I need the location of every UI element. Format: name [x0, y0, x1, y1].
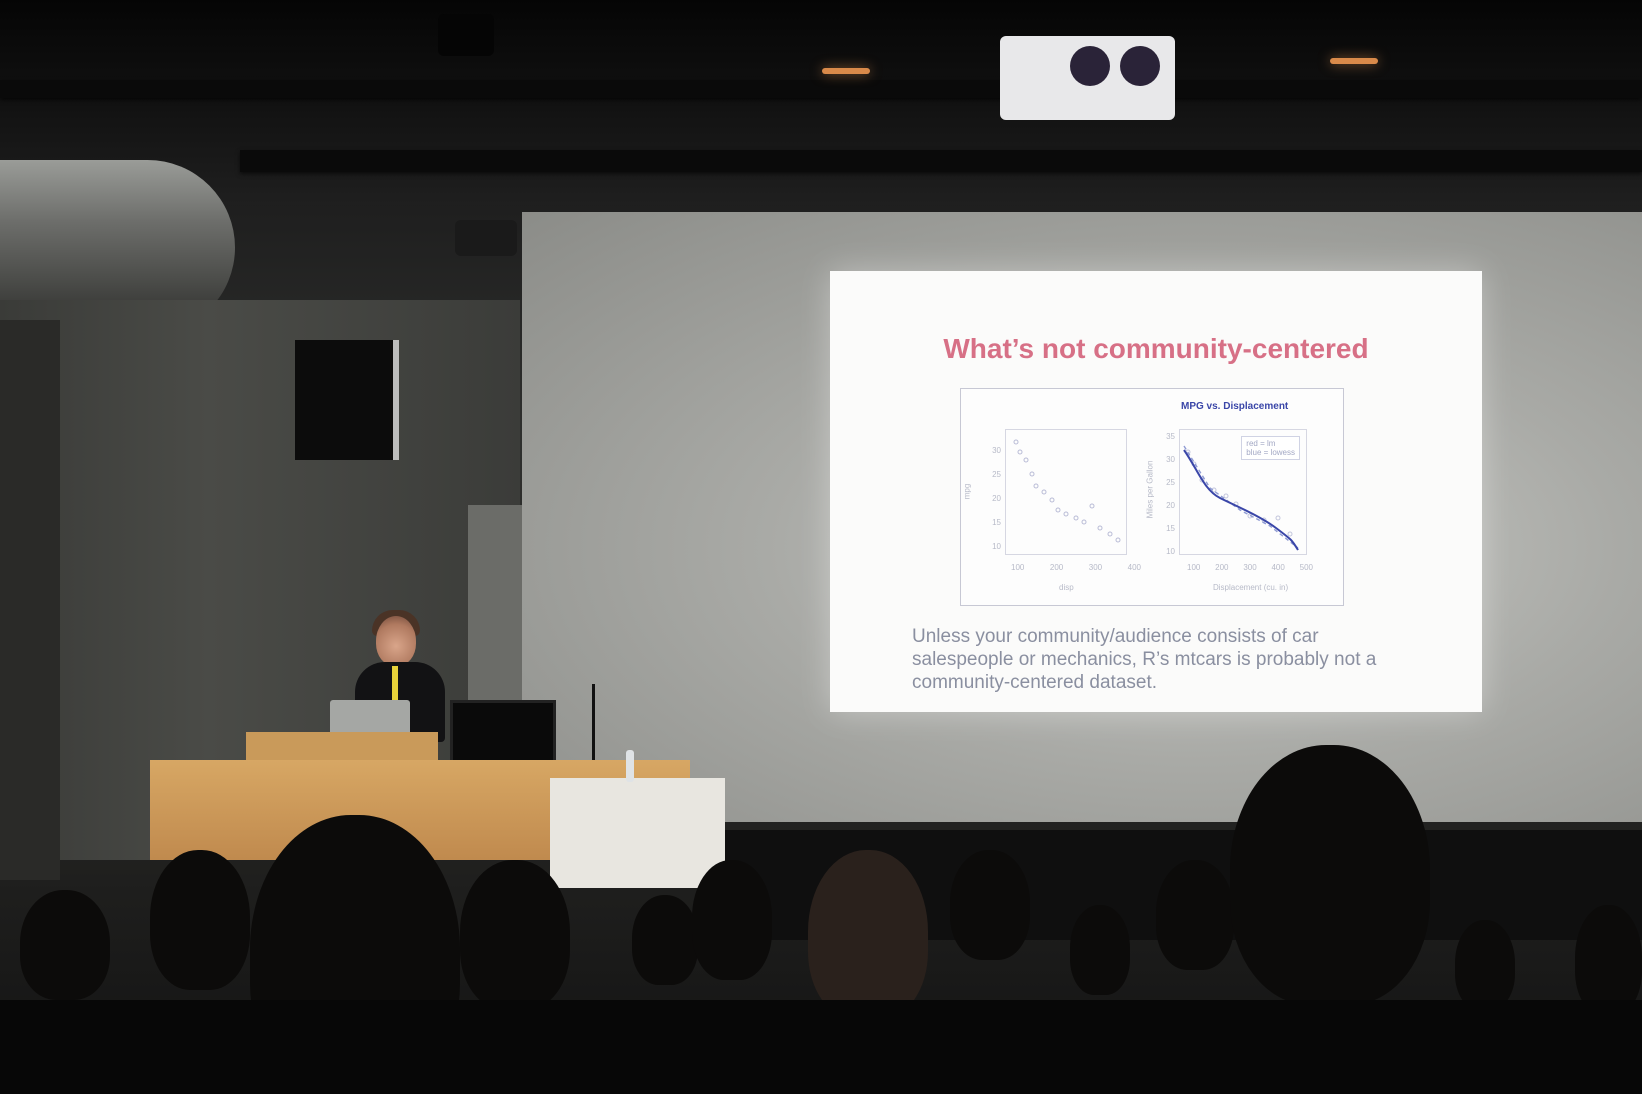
audience-head: [1230, 745, 1430, 1005]
tick-label: 400: [1271, 563, 1285, 572]
presentation-slide: What’s not community-centered MPG vs. Di…: [830, 271, 1482, 712]
chart-legend: red = lm blue = lowess: [1241, 436, 1300, 460]
foreground-audience: [0, 1000, 1642, 1094]
audience-head: [20, 890, 110, 1000]
tick-label: 200: [1215, 563, 1229, 572]
tick-label: 15: [992, 518, 1001, 527]
projector-lens: [1070, 46, 1110, 86]
right-yaxis-ticks: 35 30 25 20 15 10: [1157, 425, 1175, 563]
right-xaxis-ticks: 100 200 300 400 500: [1187, 563, 1313, 572]
left-xaxis-ticks: 100 200 300 400: [1011, 563, 1141, 572]
right-plot-lines: [1183, 445, 1299, 551]
tick-label: 30: [1166, 455, 1175, 464]
speaker-lanyard: [392, 666, 398, 702]
left-scatter-points: [1013, 439, 1121, 543]
ceiling-light: [822, 68, 870, 74]
legend-entry: red = lm: [1246, 439, 1276, 448]
tick-label: 400: [1127, 563, 1141, 572]
speaker-head: [376, 616, 416, 666]
audience-head: [632, 895, 698, 985]
ceiling-beam: [0, 80, 1642, 98]
ceiling-light: [1330, 58, 1378, 64]
tick-label: 100: [1187, 563, 1201, 572]
audience-head: [950, 850, 1030, 960]
tick-label: 25: [992, 470, 1001, 479]
audience-head: [1070, 905, 1130, 995]
left-xlabel: disp: [1059, 583, 1074, 592]
tick-label: 500: [1299, 563, 1313, 572]
microphone: [592, 684, 595, 764]
tick-label: 15: [1166, 524, 1175, 533]
slide-caption: Unless your community/audience consists …: [912, 625, 1472, 694]
audience-head: [460, 860, 570, 1010]
slide-chart: MPG vs. Displacement 30 25 20 15: [960, 388, 1344, 606]
tick-label: 300: [1243, 563, 1257, 572]
pillar: [0, 320, 60, 880]
chart-title: MPG vs. Displacement: [1181, 401, 1289, 412]
stage-light: [438, 14, 494, 56]
tick-label: 25: [1166, 478, 1175, 487]
tick-label: 20: [992, 494, 1001, 503]
projector-lens: [1120, 46, 1160, 86]
right-xlabel: Displacement (cu. in): [1213, 583, 1289, 592]
left-yaxis-ticks: 30 25 20 15 10: [981, 439, 1001, 559]
audience-head: [1156, 860, 1234, 970]
left-scatter-plot: [1005, 429, 1127, 555]
caption-line: Unless your community/audience consists …: [912, 626, 1319, 647]
tick-label: 10: [992, 542, 1001, 551]
tick-label: 200: [1049, 563, 1064, 572]
caption-line: community-centered dataset.: [912, 672, 1158, 693]
ceiling-beam: [240, 150, 1642, 172]
audience-head: [150, 850, 250, 990]
ceiling: [0, 0, 1642, 205]
projector: [1000, 36, 1175, 120]
audience-head: [1455, 920, 1515, 1010]
podium-monitor: [450, 700, 556, 768]
tick-label: 10: [1166, 547, 1175, 556]
stage-light: [455, 220, 517, 256]
water-bottle: [626, 750, 634, 782]
caption-line: salespeople or mechanics, R’s mtcars is …: [912, 649, 1377, 670]
podium-side-panel: [550, 778, 725, 888]
legend-entry: blue = lowess: [1246, 448, 1295, 457]
tick-label: 100: [1011, 563, 1025, 572]
tick-label: 20: [1166, 501, 1175, 510]
slide-title: What’s not community-centered: [943, 333, 1369, 364]
left-ylabel: mpg: [962, 483, 972, 500]
tick-label: 30: [992, 446, 1001, 455]
audience-head: [808, 850, 928, 1020]
tick-label: 300: [1088, 563, 1103, 572]
audience-head: [1575, 905, 1642, 1015]
tick-label: 35: [1166, 432, 1175, 441]
wall-speaker: [295, 340, 399, 460]
right-ylabel: Miles per Gallon: [1145, 460, 1155, 519]
audience-head: [692, 860, 772, 980]
right-line-plot: red = lm blue = lowess: [1179, 429, 1307, 555]
